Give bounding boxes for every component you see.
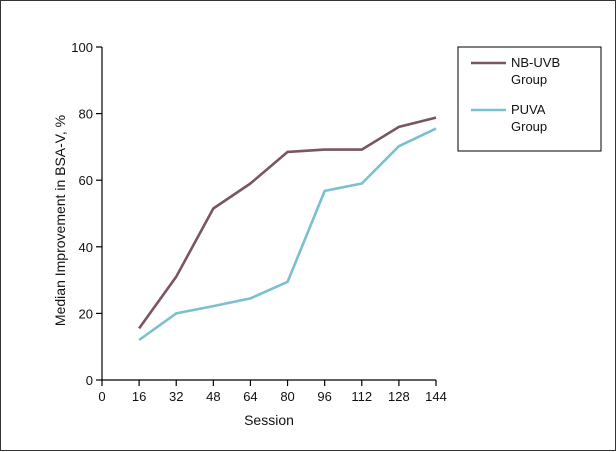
- x-tick-label: 128: [388, 389, 410, 404]
- x-tick-label: 48: [206, 389, 220, 404]
- legend-box: [457, 46, 602, 152]
- x-axis-label: Session: [244, 412, 294, 428]
- legend-label: NB-UVB: [511, 55, 560, 70]
- y-tick-label: 20: [79, 306, 93, 321]
- legend: NB-UVB Group PUVA Group: [457, 46, 602, 152]
- legend-label: Group: [511, 72, 547, 87]
- x-tick-label: 80: [280, 389, 294, 404]
- x-tick-label: 16: [132, 389, 146, 404]
- legend-label: Group: [511, 119, 547, 134]
- x-tick-label: 144: [425, 389, 447, 404]
- y-axis-label: Median Improvement in BSA-V, %: [52, 115, 68, 326]
- x-tick-label: 96: [317, 389, 331, 404]
- x-ticks: 0 16 32 48 64 80 96 112 128 144: [98, 380, 447, 404]
- y-tick-label: 100: [71, 40, 93, 55]
- x-tick-label: 64: [243, 389, 257, 404]
- y-tick-label: 80: [79, 107, 93, 122]
- y-tick-label: 40: [79, 240, 93, 255]
- series-line-puva: [138, 127, 437, 342]
- legend-label: PUVA: [511, 102, 546, 117]
- x-tick-label: 32: [169, 389, 183, 404]
- x-tick-label: 112: [351, 389, 372, 404]
- y-ticks: 0 20 40 60 80 100: [71, 40, 102, 388]
- y-tick-label: 60: [79, 173, 93, 188]
- y-tick-label: 0: [86, 373, 93, 388]
- series-line-nb-uvb: [138, 116, 437, 330]
- x-tick-label: 0: [98, 389, 105, 404]
- axes: [101, 47, 436, 381]
- series-layer: [138, 116, 437, 342]
